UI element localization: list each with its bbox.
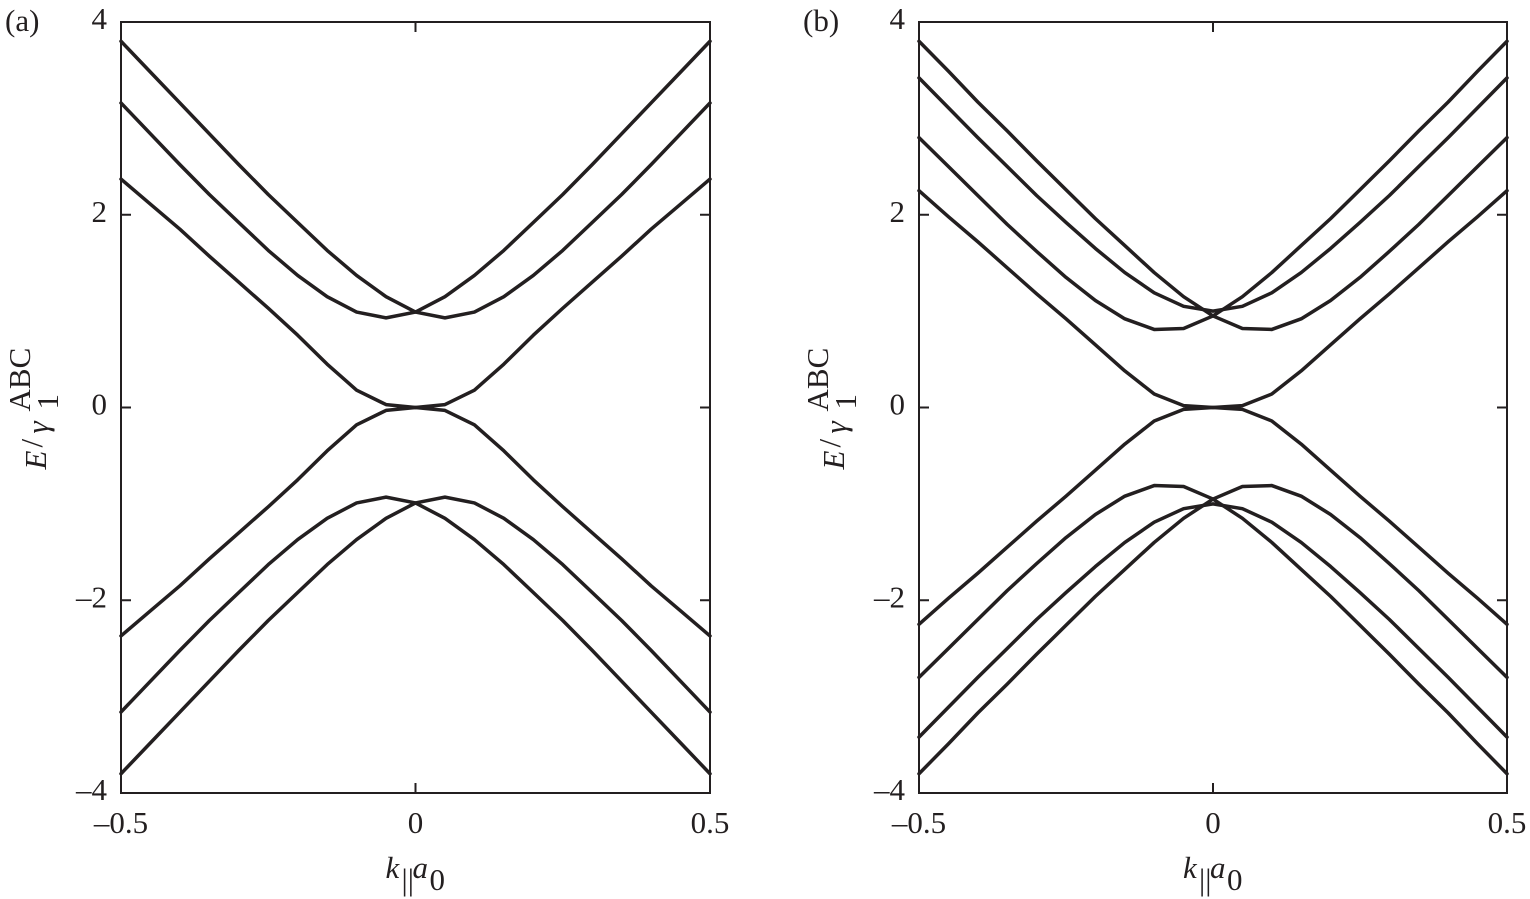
- band-curve: [917, 502, 1509, 739]
- band-curve: [917, 76, 1509, 313]
- x-label-part: k: [386, 850, 401, 885]
- x-label-sub: ||: [1199, 862, 1211, 897]
- y-label-part: /: [14, 439, 49, 448]
- y-label-part: /: [812, 439, 847, 448]
- band-curve: [119, 177, 712, 410]
- band-curve: [917, 483, 1509, 776]
- x-label-part: a: [1210, 850, 1226, 885]
- band-curve: [119, 495, 712, 776]
- x-label-part: k: [1183, 850, 1198, 885]
- y-tick-label: 0: [890, 387, 906, 422]
- y-label-part: γ: [20, 421, 55, 434]
- band-curve: [917, 483, 1509, 776]
- x-tick-label: 0: [408, 805, 424, 840]
- x-label-part: a: [413, 850, 429, 885]
- y-tick-label: –2: [75, 579, 107, 614]
- y-tick-label: –4: [75, 772, 108, 807]
- y-label-part: γ: [818, 421, 853, 434]
- y-tick-label: 4: [92, 1, 108, 36]
- band-curve: [917, 405, 1509, 627]
- y-tick-label: 0: [92, 387, 108, 422]
- y-tick-label: 2: [890, 194, 906, 229]
- band-curve: [917, 39, 1509, 332]
- band-curve: [917, 39, 1509, 332]
- band-curve: [119, 495, 712, 776]
- y-tick-label: 4: [890, 1, 906, 36]
- panel-label: (a): [5, 3, 39, 38]
- x-tick-label: 0.5: [691, 805, 730, 840]
- band-curve: [119, 405, 712, 638]
- x-label-sub: 0: [1227, 862, 1243, 897]
- x-tick-label: 0.5: [1488, 805, 1527, 840]
- x-tick-label: –0.5: [93, 805, 148, 840]
- y-label-sub: 1: [30, 394, 65, 410]
- band-curve: [119, 39, 712, 320]
- y-label-sub: 1: [828, 394, 863, 410]
- band-curve: [119, 39, 712, 320]
- y-tick-label: –2: [873, 579, 905, 614]
- y-tick-label: –4: [873, 772, 906, 807]
- y-label-sup: ABC: [800, 348, 835, 412]
- y-label-part: E: [18, 451, 53, 471]
- panel-label: (b): [803, 3, 839, 38]
- x-tick-label: 0: [1205, 805, 1221, 840]
- x-tick-label: –0.5: [891, 805, 946, 840]
- y-tick-label: 2: [92, 194, 108, 229]
- x-label-sub: ||: [402, 862, 414, 897]
- x-label-sub: 0: [430, 862, 446, 897]
- y-label-part: E: [816, 451, 851, 471]
- y-label-sup: ABC: [2, 348, 37, 412]
